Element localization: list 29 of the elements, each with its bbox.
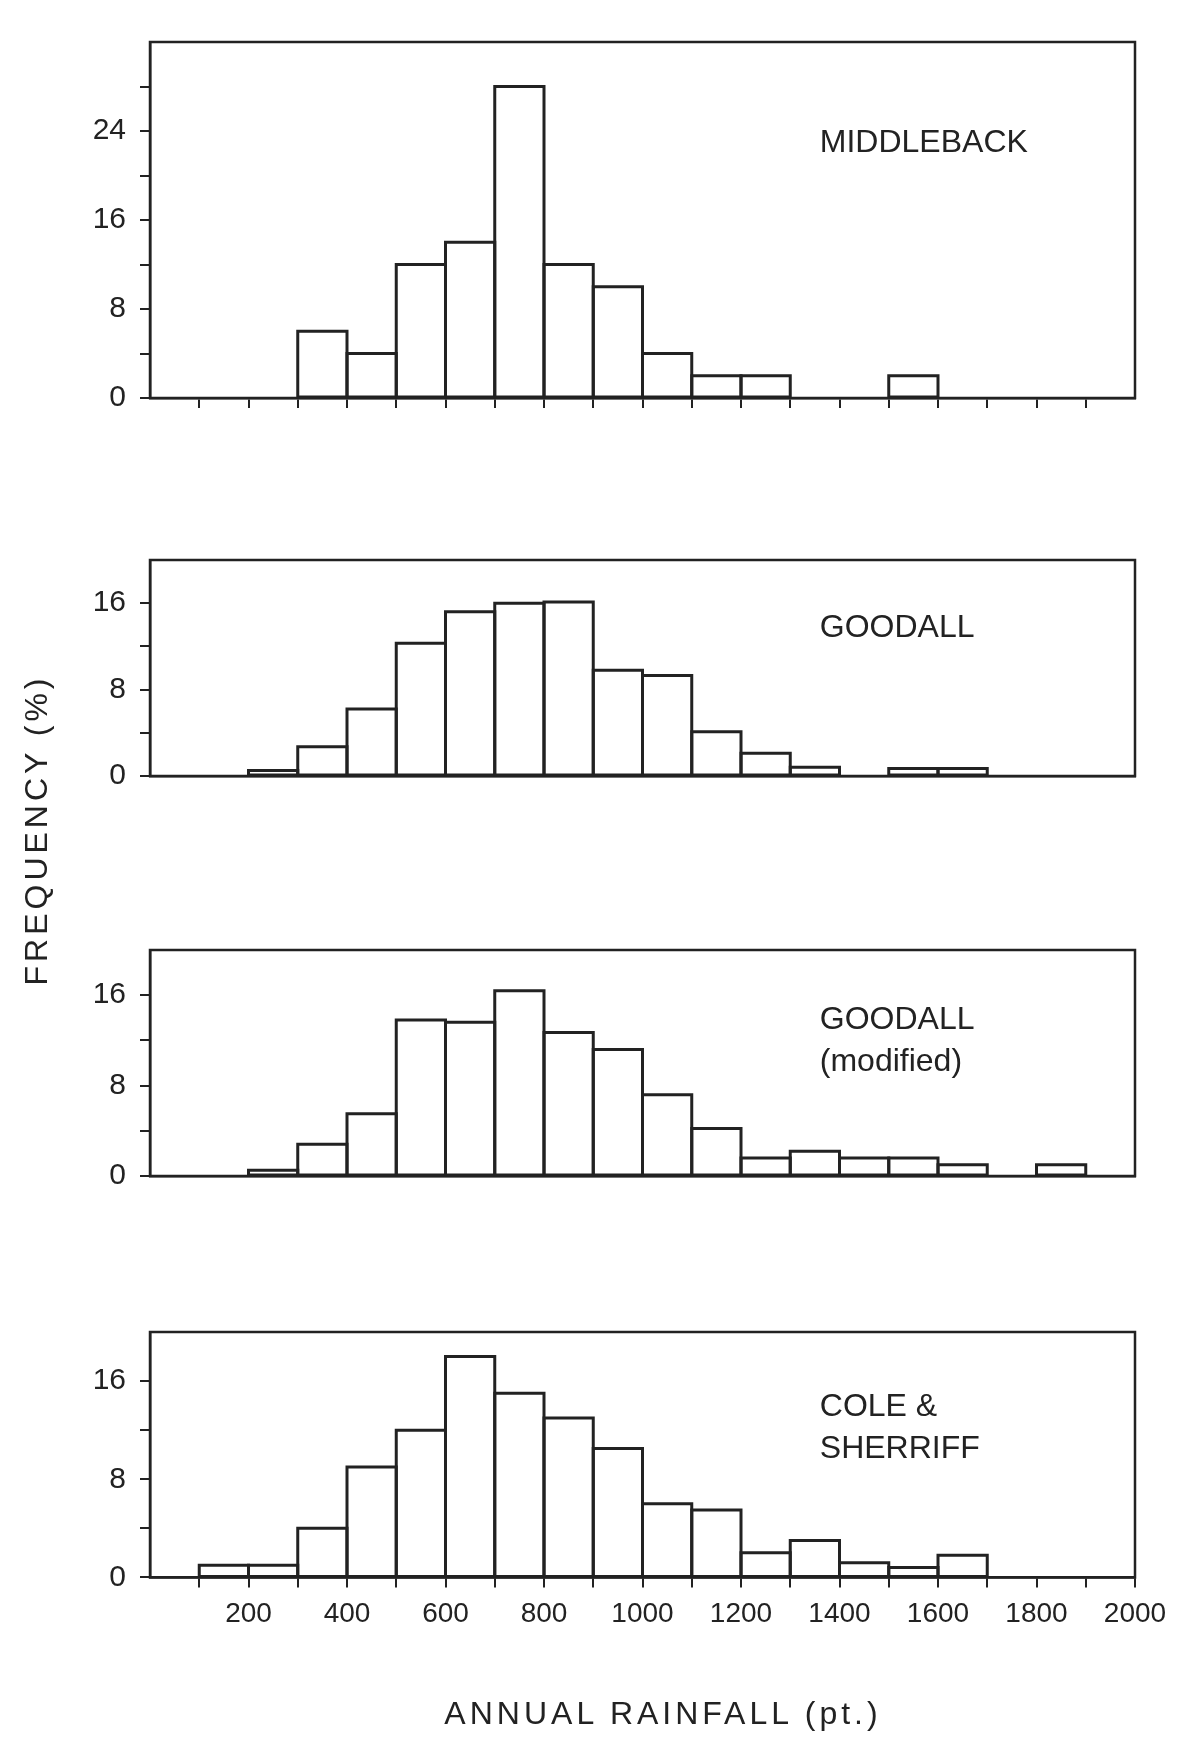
y-tick-label: 0 bbox=[109, 1558, 126, 1592]
annotation: COLE & SHERRIFF bbox=[819, 1386, 980, 1465]
y-tick-label: 0 bbox=[109, 757, 126, 791]
annotation: GOODALL bbox=[819, 607, 975, 644]
y-tick-label: 8 bbox=[109, 670, 126, 704]
y-tick-label: 24 bbox=[92, 112, 126, 146]
x-tick-label: 1600 bbox=[906, 1596, 970, 1628]
y-tick-label: 0 bbox=[109, 379, 126, 413]
y-tick-label: 16 bbox=[92, 201, 126, 235]
x-tick-label: 200 bbox=[225, 1596, 272, 1628]
x-tick-label: 2000 bbox=[1103, 1596, 1167, 1628]
x-tick-label: 600 bbox=[422, 1596, 469, 1628]
y-tick-label: 8 bbox=[109, 1066, 126, 1100]
annotation: GOODALL (modified) bbox=[819, 1000, 975, 1079]
x-tick-label: 1200 bbox=[709, 1596, 773, 1628]
y-tick-label: 16 bbox=[92, 976, 126, 1010]
x-tick-label: 800 bbox=[520, 1596, 568, 1628]
y-axis-title: FREQUENCY (%) bbox=[17, 674, 55, 986]
x-tick-label: 1400 bbox=[808, 1596, 871, 1628]
annotation: MIDDLEBACK bbox=[819, 123, 1028, 160]
y-tick-label: 16 bbox=[92, 1362, 126, 1396]
x-tick-label: 400 bbox=[323, 1596, 371, 1628]
x-tick-label: 1000 bbox=[611, 1596, 674, 1628]
y-tick-label: 8 bbox=[109, 1460, 126, 1494]
y-tick-label: 8 bbox=[109, 290, 126, 324]
y-tick-label: 0 bbox=[109, 1157, 126, 1191]
x-axis-title: ANNUAL RAINFALL (pt.) bbox=[444, 1695, 882, 1732]
y-tick-label: 16 bbox=[92, 584, 126, 618]
x-tick-label: 1800 bbox=[1005, 1596, 1068, 1628]
